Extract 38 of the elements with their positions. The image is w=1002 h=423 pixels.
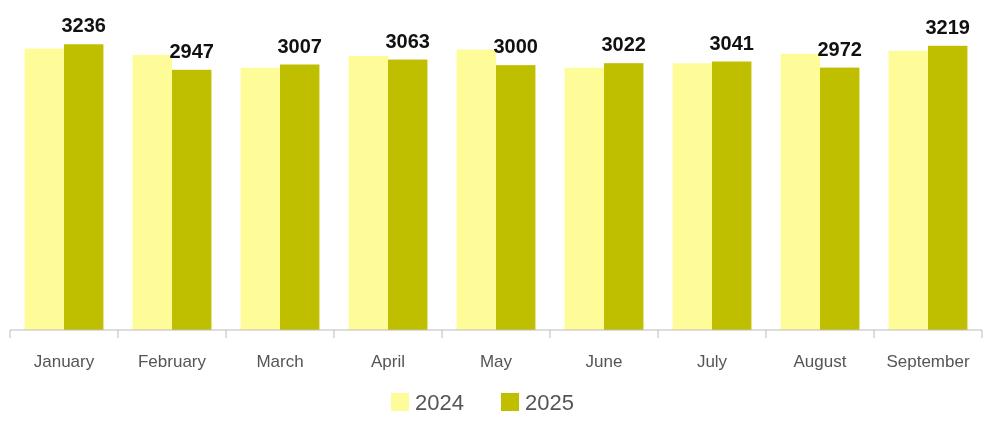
data-label: 3022: [601, 33, 646, 56]
x-tick-label: January: [33, 352, 95, 371]
bar: [888, 50, 928, 330]
bar: [928, 45, 968, 330]
bar: [388, 59, 428, 330]
x-tick-label: April: [370, 352, 406, 371]
bar: [240, 67, 280, 330]
x-tick-label: February: [137, 352, 207, 371]
bar: [604, 63, 644, 330]
bar: [132, 54, 172, 330]
bar: [24, 48, 64, 330]
data-label: 3063: [385, 29, 430, 52]
bar: [672, 63, 712, 330]
bar: [712, 61, 752, 330]
data-label: 2947: [169, 39, 214, 62]
legend-label: 2025: [525, 390, 574, 415]
x-tick-label: March: [256, 352, 304, 371]
x-tick-label: June: [585, 352, 623, 371]
data-label: 3000: [493, 35, 538, 58]
data-label: 3041: [709, 31, 754, 54]
bar: [820, 67, 860, 330]
bar: [496, 65, 536, 330]
x-tick-label: July: [696, 352, 728, 371]
bar: [348, 55, 388, 330]
data-label: 3007: [277, 34, 322, 57]
data-label: 3236: [61, 14, 106, 37]
x-tick-label: September: [886, 352, 970, 371]
bar: [456, 49, 496, 330]
bar: [280, 64, 320, 330]
x-tick-label: August: [793, 352, 847, 371]
legend-label: 2024: [415, 390, 464, 415]
bar: [172, 69, 212, 330]
data-label: 3219: [925, 15, 970, 38]
bar: [64, 44, 104, 330]
bar: [780, 53, 820, 330]
data-label: 2972: [817, 37, 862, 60]
bar: [564, 67, 604, 330]
x-tick-label: May: [479, 352, 513, 371]
